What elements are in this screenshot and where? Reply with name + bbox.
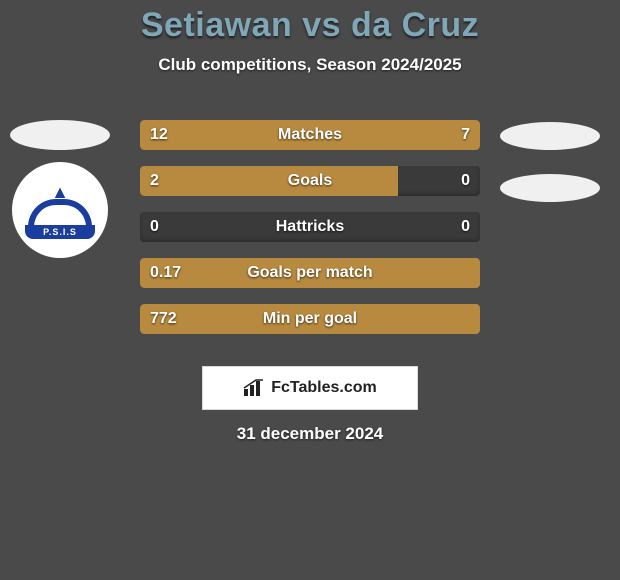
stat-label: Hattricks [140, 212, 480, 242]
subtitle: Club competitions, Season 2024/2025 [0, 55, 620, 75]
psis-emblem: ▲ P.S.I.S [20, 170, 100, 250]
stat-row: 0 0Hattricks [140, 212, 480, 242]
right-player-ellipse-2 [500, 174, 600, 202]
stat-left-fill [140, 258, 480, 288]
stat-left-value: 12 [150, 120, 168, 150]
stat-right-value: 0 [461, 166, 470, 196]
right-player-ellipse-1 [500, 122, 600, 150]
source-attribution-text: FcTables.com [271, 379, 377, 397]
page-title: Setiawan vs da Cruz [0, 0, 620, 45]
club-logo-psis: ▲ P.S.I.S [12, 162, 108, 258]
psis-band-text: P.S.I.S [25, 225, 95, 239]
stat-left-fill [140, 304, 480, 334]
comparison-infographic: Setiawan vs da Cruz Club competitions, S… [0, 0, 620, 580]
stat-left-fill [140, 120, 351, 150]
stat-right-value: 0 [461, 212, 470, 242]
source-attribution-box: FcTables.com [202, 366, 418, 410]
left-player-column: ▲ P.S.I.S [10, 106, 110, 258]
left-player-ellipse [10, 120, 110, 150]
comparison-bars: 127Matches20Goals00Hattricks0.17Goals pe… [140, 120, 480, 334]
stat-row: 20Goals [140, 166, 480, 196]
stat-left-value: 772 [150, 304, 177, 334]
psis-arc-icon [28, 199, 92, 227]
stat-right-value: 7 [461, 120, 470, 150]
stat-left-value: 0.17 [150, 258, 181, 288]
stat-left-value: 0 [150, 212, 159, 242]
stat-row: 127Matches [140, 120, 480, 150]
stat-left-value: 2 [150, 166, 159, 196]
stat-left-fill [140, 166, 398, 196]
stat-row: 772Min per goal [140, 304, 480, 334]
bars-chart-icon [243, 379, 265, 397]
infographic-date: 31 december 2024 [0, 424, 620, 444]
stat-row: 0.17Goals per match [140, 258, 480, 288]
